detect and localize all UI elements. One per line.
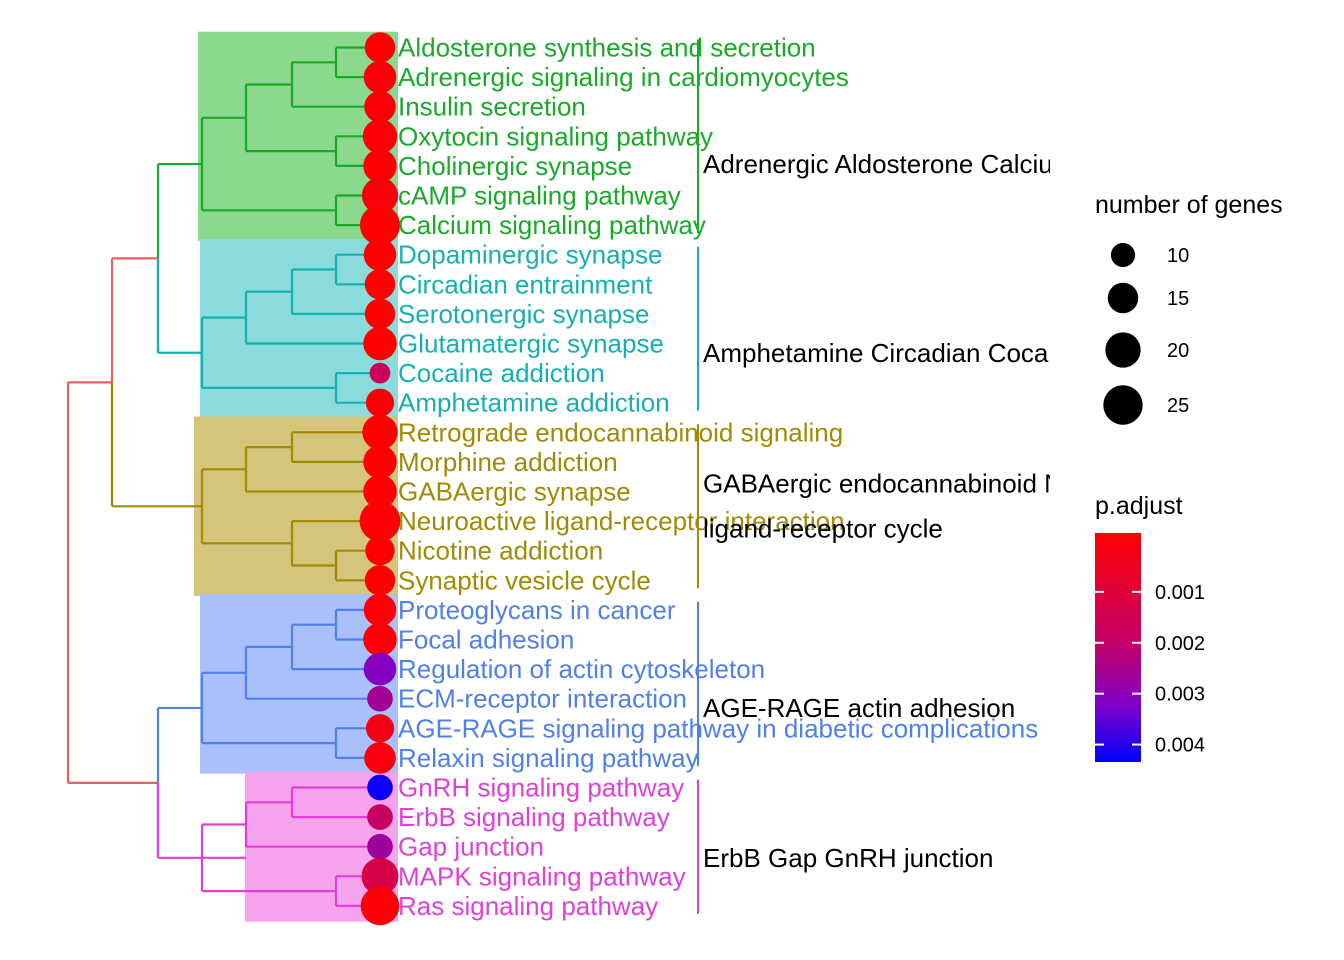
color-legend-title: p.adjust [1095,492,1183,520]
size-legend-title: number of genes [1095,191,1283,219]
term-point [363,445,397,479]
color-legend-label: 0.001 [1155,582,1205,604]
term-label: Oxytocin signaling pathway [398,121,713,151]
term-label: Serotonergic synapse [398,299,649,329]
term-label: Insulin secretion [398,92,586,122]
term-label: Adrenergic signaling in cardiomyocytes [398,62,849,92]
term-point [359,205,401,246]
term-label: Nicotine addiction [398,536,603,566]
term-label: MAPK signaling pathway [398,861,686,891]
term-label: Proteoglycans in cancer [398,595,676,625]
color-legend-bar [1095,533,1141,762]
cluster-label: Amphetamine Circadian Cocaine [703,338,1083,368]
cluster-label: Adrenergic Aldosterone Calcium [703,149,1074,179]
size-legend-key [1107,282,1139,314]
term-label: Glutamatergic synapse [398,329,664,359]
term-label: cAMP signaling pathway [398,181,681,211]
term-label: Retrograde endocannabinoid signaling [398,417,843,447]
term-point [369,362,391,384]
term-label: AGE-RAGE signaling pathway in diabetic c… [398,713,1038,743]
term-label: Circadian entrainment [398,269,653,299]
term-point [364,298,396,330]
term-point [363,652,397,686]
term-point [365,388,395,417]
size-legend-label: 25 [1167,395,1189,417]
size-legend-label: 20 [1167,340,1189,362]
term-point [362,119,398,154]
term-point [367,685,393,712]
term-point [367,774,393,801]
term-point [363,622,397,657]
term-label: Synaptic vesicle cycle [398,565,651,595]
term-point [364,269,396,300]
term-label: Calcium signaling pathway [398,210,706,240]
term-point [359,500,401,542]
term-label: Neuroactive ligand-receptor interaction [398,506,845,536]
term-point [364,742,396,774]
term-point [362,414,398,450]
size-legend-label: 10 [1167,245,1189,267]
term-point [361,857,399,895]
term-point [363,149,397,183]
term-point [363,60,397,94]
term-label: Aldosterone synthesis and secretion [398,33,816,63]
term-label: ECM-receptor interaction [398,684,687,714]
color-legend-label: 0.004 [1155,735,1205,757]
term-label: GABAergic synapse [398,477,631,507]
term-point [367,833,393,860]
term-point [367,804,393,830]
term-point [361,177,399,214]
cluster-label: AGE-RAGE actin adhesion [703,693,1015,723]
term-label: Morphine addiction [398,447,618,477]
term-label: Cocaine addiction [398,358,605,388]
color-legend-label: 0.002 [1155,633,1205,655]
term-point [360,886,400,926]
term-label: Regulation of actin cytoskeleton [398,654,765,684]
term-point [364,565,396,596]
cluster-label: ErbB Gap GnRH junction [703,843,993,873]
cluster-label: ligand-receptor cycle [703,513,943,543]
term-point [363,593,397,627]
size-legend-key [1103,385,1143,425]
term-label: Focal adhesion [398,625,574,655]
term-label: Amphetamine addiction [398,388,670,418]
term-label: Dopaminergic synapse [398,240,662,270]
term-label: Relaxin signaling pathway [398,743,699,773]
size-legend-key [1110,242,1136,268]
term-point [363,326,397,361]
term-point [363,238,397,271]
size-legend-label: 15 [1167,288,1189,310]
term-point [364,90,396,123]
term-point [364,32,396,63]
term-label: Cholinergic synapse [398,151,632,181]
color-legend-label: 0.003 [1155,684,1205,706]
term-point [365,714,395,743]
term-label: Ras signaling pathway [398,891,658,921]
term-label: ErbB signaling pathway [398,802,670,832]
term-point [363,474,397,509]
term-label: Gap junction [398,832,544,862]
term-label: GnRH signaling pathway [398,773,684,803]
size-legend-key [1105,332,1141,368]
term-point [365,536,395,566]
cluster-label: GABAergic endocannabinoid Neuroactive [703,468,1183,498]
